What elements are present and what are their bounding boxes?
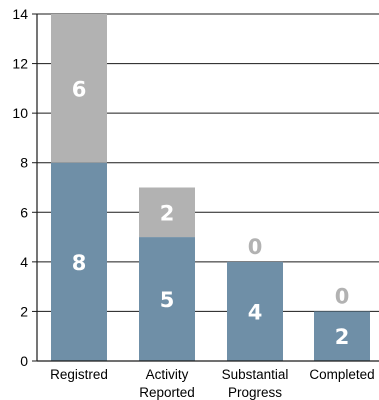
y-tick-label: 10 (12, 105, 28, 121)
data-label: 0 (248, 235, 263, 259)
y-tick-label: 8 (20, 155, 28, 171)
x-category-label: Progress (228, 385, 282, 400)
data-label: 0 (335, 284, 350, 308)
bar-segment (314, 311, 370, 361)
bar-segment (51, 162, 107, 361)
bar-segment (227, 261, 283, 361)
y-tick-label: 4 (20, 254, 28, 270)
bar-segment (139, 237, 195, 361)
data-label: 4 (248, 300, 263, 324)
bar-segment (51, 14, 107, 163)
data-label: 2 (160, 201, 175, 225)
bars (51, 14, 370, 361)
data-label: 6 (72, 77, 87, 101)
y-tick-label: 0 (20, 353, 28, 369)
labels: 0 2 4 6 8 10 12 14 8 6 Registred 5 2 Activity Reported… (12, 6, 374, 400)
data-label: 2 (335, 325, 350, 349)
axes (32, 13, 379, 362)
x-category-label: Completed (309, 367, 374, 382)
x-category-label: Registred (50, 367, 108, 382)
x-category-label: Substantial (222, 367, 289, 382)
x-category-label: Reported (139, 385, 195, 400)
y-tick-label: 2 (20, 303, 28, 319)
y-tick-label: 14 (12, 6, 28, 22)
data-label: 8 (72, 251, 87, 275)
bar-segment (139, 187, 195, 238)
x-category-label: Activity (146, 367, 189, 382)
data-label: 5 (160, 288, 175, 312)
y-tick-label: 6 (20, 204, 28, 220)
y-tick-label: 12 (12, 56, 28, 72)
